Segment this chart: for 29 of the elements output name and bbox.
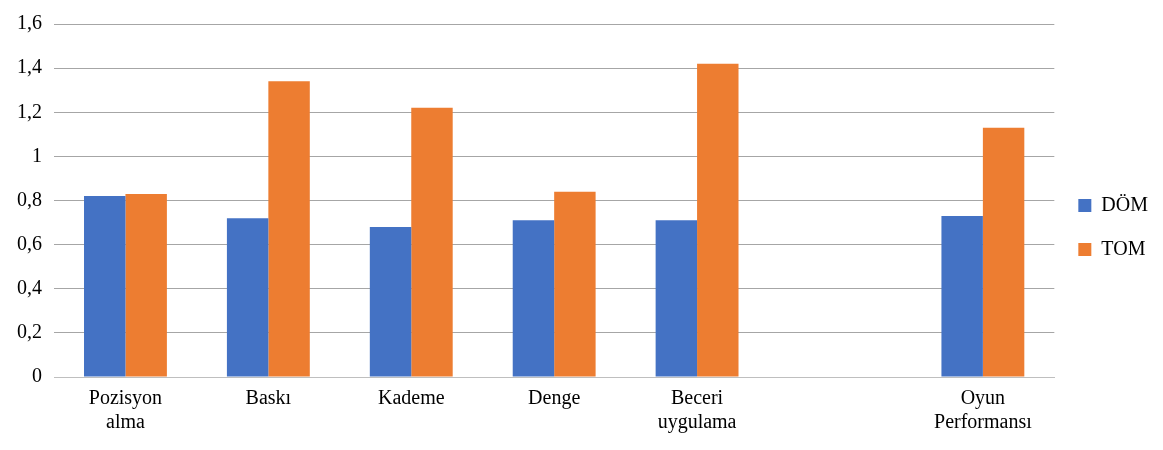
y-tick-label: 0,6 [17, 231, 42, 254]
legend-label: TOM [1101, 236, 1146, 259]
x-tick-label: Oyun Performansı [934, 386, 1033, 433]
bar [697, 63, 739, 377]
bar [226, 218, 269, 377]
y-tick-label: 0,4 [17, 276, 42, 298]
bar [512, 220, 555, 377]
legend-label: DÖM [1101, 192, 1149, 215]
y-tick-label: 1,6 [17, 11, 42, 34]
bar [655, 220, 698, 377]
y-tick-label: 0 [32, 364, 42, 387]
bar [982, 127, 1025, 377]
bar [125, 193, 167, 377]
bar [268, 81, 310, 377]
y-tick-label: 1 [32, 143, 42, 166]
y-tick-label: 0,2 [17, 320, 42, 343]
bar [554, 191, 596, 377]
x-tick-label: Kademe [377, 386, 445, 409]
bar [84, 196, 126, 377]
x-tick-label: Pozisyon alma [88, 386, 163, 433]
x-tick-label: Beceri uygulama [657, 386, 737, 434]
bar [411, 107, 453, 377]
x-tick-label: Baskı [245, 386, 292, 409]
x-tick-label: Denge [528, 386, 581, 410]
bar [369, 226, 412, 377]
y-tick-label: 1,4 [17, 55, 42, 78]
y-tick-label: 0,8 [17, 187, 42, 210]
bar [941, 215, 983, 377]
y-tick-label: 1,2 [17, 99, 42, 122]
